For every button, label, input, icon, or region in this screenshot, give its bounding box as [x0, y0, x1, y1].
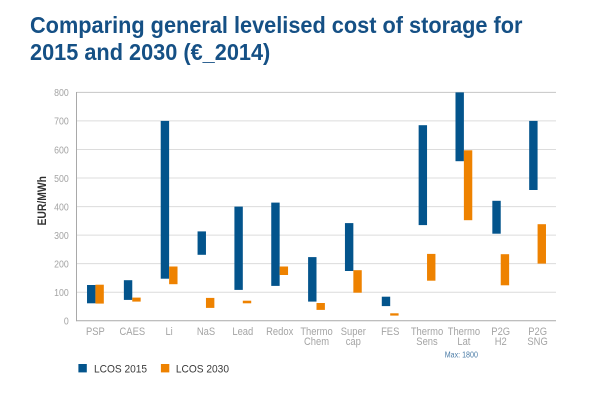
svg-text:600: 600	[54, 145, 69, 157]
svg-text:LCOS 2015: LCOS 2015	[94, 363, 147, 376]
svg-text:P2G: P2G	[491, 326, 510, 338]
svg-text:700: 700	[54, 116, 69, 128]
svg-text:CAES: CAES	[120, 326, 146, 338]
svg-text:2015 and 2030 (€_2014): 2015 and 2030 (€_2014)	[30, 39, 270, 65]
svg-text:800: 800	[54, 88, 69, 100]
svg-text:P2G: P2G	[528, 326, 547, 338]
svg-text:LCOS 2030: LCOS 2030	[176, 363, 229, 376]
svg-text:100: 100	[54, 287, 69, 299]
svg-text:Redox: Redox	[266, 326, 293, 338]
svg-text:Max: 1800: Max: 1800	[445, 350, 478, 360]
svg-text:NaS: NaS	[197, 326, 215, 338]
svg-text:Thermo: Thermo	[411, 326, 444, 338]
svg-text:Chem: Chem	[304, 336, 329, 348]
svg-text:Thermo: Thermo	[300, 326, 333, 338]
svg-text:200: 200	[54, 259, 69, 271]
svg-text:cap: cap	[346, 336, 361, 348]
svg-text:400: 400	[54, 202, 69, 214]
svg-text:PSP: PSP	[86, 326, 105, 338]
svg-text:EUR/MWh: EUR/MWh	[37, 176, 50, 225]
svg-text:Comparing general levelised co: Comparing general levelised cost of stor…	[30, 12, 523, 38]
svg-text:0: 0	[64, 316, 69, 328]
svg-text:FES: FES	[381, 326, 399, 338]
svg-text:Super: Super	[341, 326, 367, 338]
svg-text:300: 300	[54, 230, 69, 242]
svg-text:Thermo: Thermo	[448, 326, 481, 338]
svg-text:Lead: Lead	[232, 326, 253, 338]
svg-text:Sens: Sens	[416, 336, 437, 348]
svg-text:SNG: SNG	[527, 336, 547, 348]
svg-text:Li: Li	[165, 326, 172, 338]
svg-text:Lat: Lat	[457, 336, 470, 348]
svg-text:500: 500	[54, 173, 69, 185]
svg-text:H2: H2	[495, 336, 507, 348]
